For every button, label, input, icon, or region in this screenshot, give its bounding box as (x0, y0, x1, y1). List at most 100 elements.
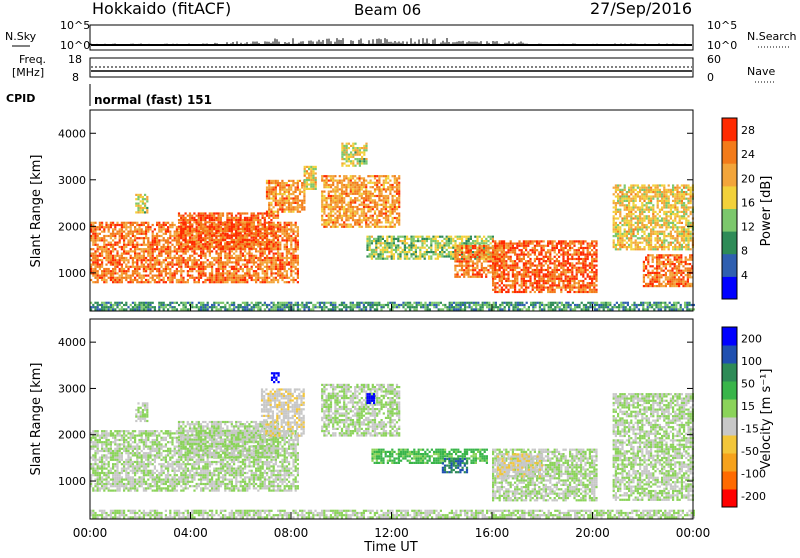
power-cell (562, 282, 564, 284)
power-cell (452, 258, 454, 260)
power-cell (394, 175, 396, 177)
power-cell (112, 222, 114, 224)
power-cell (255, 228, 257, 230)
power-cell (266, 268, 268, 270)
nsky-strip (90, 25, 693, 50)
power-cell (350, 160, 352, 162)
power-cell (343, 184, 345, 186)
power-cell (270, 226, 272, 228)
power-cell (527, 287, 529, 289)
power-cell (224, 266, 226, 268)
nsky-tick-bottom: 10^0 (60, 39, 90, 52)
power-cell (323, 197, 325, 199)
power-cell (99, 268, 101, 270)
power-cell (483, 249, 485, 251)
power-cell (385, 213, 387, 215)
power-cell (472, 251, 474, 253)
power-cell (496, 287, 498, 289)
power-cell (123, 250, 125, 252)
power-cell (361, 195, 363, 197)
power-cell (204, 281, 206, 283)
power-cell (562, 267, 564, 269)
power-cell (481, 269, 483, 271)
power-cell (481, 247, 483, 249)
power-cell (196, 253, 198, 255)
power-cell (277, 230, 279, 232)
power-cell (145, 279, 147, 281)
power-cell (202, 245, 204, 247)
power-cell (387, 199, 389, 201)
power-cell (94, 275, 96, 277)
power-cell (499, 284, 501, 286)
power-cell (257, 279, 259, 281)
power-cell (496, 262, 498, 264)
power-cell (141, 231, 143, 233)
power-cell (421, 244, 423, 246)
power-cell (479, 245, 481, 247)
power-cell (255, 235, 257, 237)
power-cell (165, 242, 167, 244)
power-cell (532, 269, 534, 271)
power-cell (160, 275, 162, 277)
power-cell (248, 219, 250, 221)
power-cell (392, 213, 394, 215)
power-cell (222, 237, 224, 239)
power-cell (503, 260, 505, 262)
power-cell (237, 241, 239, 243)
power-cell (417, 236, 419, 238)
power-cell (463, 274, 465, 276)
power-cell (527, 243, 529, 245)
power-cell (288, 235, 290, 237)
power-cell (306, 181, 308, 183)
power-cell (404, 251, 406, 253)
power-cell (286, 197, 288, 199)
power-cell (178, 215, 180, 217)
power-cell (141, 281, 143, 283)
power-cell (315, 166, 317, 168)
power-cell (328, 180, 330, 182)
power-cell (454, 254, 456, 256)
power-cell (108, 253, 110, 255)
power-cell (264, 270, 266, 272)
power-cell (224, 268, 226, 270)
power-cell (394, 206, 396, 208)
power-cell (397, 253, 399, 255)
power-cell (450, 238, 452, 240)
power-cell (441, 244, 443, 246)
power-cell (527, 273, 529, 275)
power-cell (426, 240, 428, 242)
power-cell (415, 249, 417, 251)
power-cell (529, 260, 531, 262)
power-cell (255, 261, 257, 263)
power-cell (125, 279, 127, 281)
power-cell (510, 247, 512, 249)
power-cell (165, 224, 167, 226)
power-cell (262, 226, 264, 228)
power-cell (369, 249, 371, 251)
power-cell (297, 233, 299, 235)
power-cell (492, 247, 494, 249)
power-cell (321, 175, 323, 177)
power-cell (270, 248, 272, 250)
power-cell (101, 248, 103, 250)
power-cell (350, 202, 352, 204)
power-cell (286, 242, 288, 244)
power-cell (323, 184, 325, 186)
power-cell (220, 279, 222, 281)
power-cell (415, 236, 417, 238)
power-cell (165, 270, 167, 272)
power-cell (560, 273, 562, 275)
power-cell (178, 257, 180, 259)
power-cell (255, 277, 257, 279)
power-cell (248, 239, 250, 241)
power-cell (211, 212, 213, 214)
power-cell (556, 284, 558, 286)
power-cell (204, 219, 206, 221)
power-cell (281, 184, 283, 186)
power-cell (437, 240, 439, 242)
power-cell (193, 228, 195, 230)
power-cell (127, 250, 129, 252)
power-cell (382, 249, 384, 251)
power-cell (468, 242, 470, 244)
power-cell (363, 197, 365, 199)
